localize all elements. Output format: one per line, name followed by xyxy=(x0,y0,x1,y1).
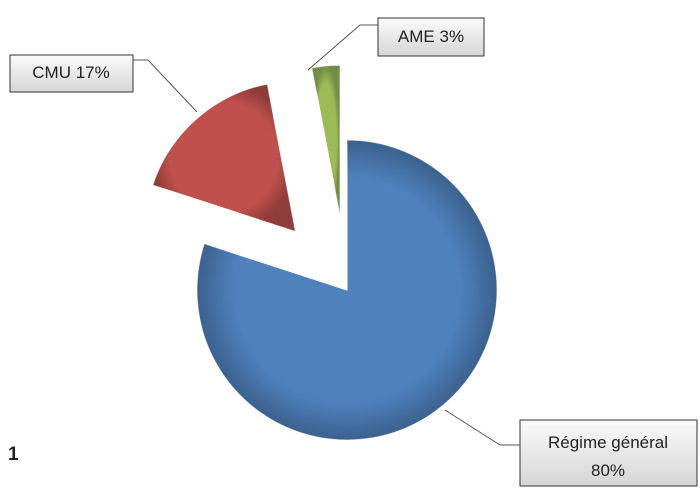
data-label: CMU 17% xyxy=(32,63,109,82)
label-name: CMU xyxy=(32,63,71,82)
label-name: AME xyxy=(398,27,435,46)
label-box xyxy=(377,17,485,57)
leader-line xyxy=(133,59,198,113)
leader-line xyxy=(444,409,520,446)
label-value: 3% xyxy=(440,27,465,46)
label-box xyxy=(9,54,134,93)
leader-line xyxy=(307,24,378,71)
footnote: 1 xyxy=(8,444,19,465)
data-label: 80% xyxy=(591,461,625,480)
data-label: AME 3% xyxy=(398,27,464,46)
label-box xyxy=(519,419,698,487)
pie-slice xyxy=(152,83,297,233)
pie-slice xyxy=(311,64,341,216)
label-name: Régime général xyxy=(548,433,668,452)
data-label: Régime général xyxy=(548,433,668,452)
label-value: 17% xyxy=(76,63,110,82)
label-name: 80% xyxy=(591,461,625,480)
